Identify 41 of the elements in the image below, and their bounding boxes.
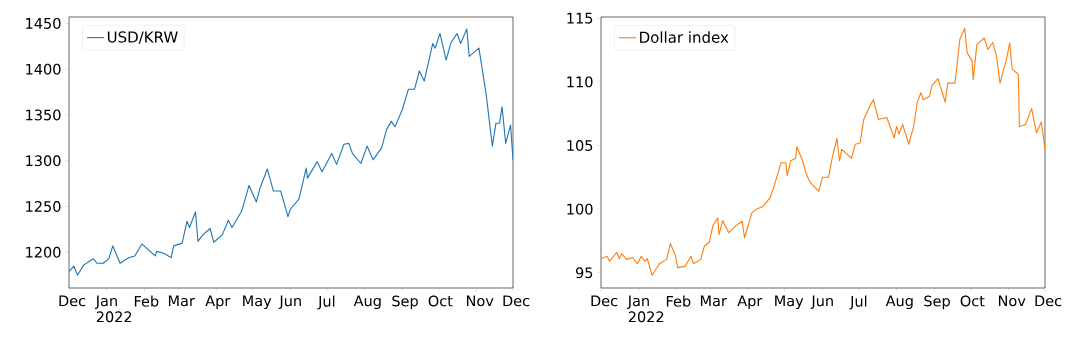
y-tick-label: 105 xyxy=(567,140,593,151)
y-tick-label: 115 xyxy=(567,12,593,24)
x-tick-label: May xyxy=(775,295,804,310)
x-tick-label: Dec xyxy=(1035,295,1062,307)
y-tick-label: 100 xyxy=(567,203,593,215)
line-series xyxy=(601,27,1046,276)
y-tick-label: 110 xyxy=(567,76,593,88)
x-tick-label: Mar xyxy=(168,295,195,307)
legend-label: USD/KRW xyxy=(107,31,178,44)
x-tick-label: Jul xyxy=(849,295,867,310)
y-tick-label: 1200 xyxy=(26,246,61,258)
x-tick-label: Oct xyxy=(428,295,453,307)
x-tick-label: Aug xyxy=(885,295,913,310)
x-tick-label: Nov xyxy=(998,295,1026,307)
x-tick-label: Oct xyxy=(960,295,985,307)
x-tick-label: Jul xyxy=(317,295,335,310)
x-tick-label: Feb xyxy=(666,295,691,307)
x-tick-label: Jun xyxy=(278,295,301,309)
y-tick-label: 1250 xyxy=(26,201,61,212)
x-tick-label: Dec xyxy=(59,295,86,307)
x-tick-label: Dec xyxy=(503,295,530,307)
y-tick-label: 1300 xyxy=(26,155,61,167)
x-tick-label: Sep xyxy=(924,295,950,310)
x-tick-label: Dec xyxy=(591,295,618,307)
x-tick-label: Jan 2022 xyxy=(95,295,132,323)
x-tick-label: Nov xyxy=(466,295,494,307)
y-tick-label: 1350 xyxy=(26,109,61,121)
x-tick-label: Feb xyxy=(134,295,159,307)
y-tick-label: 1400 xyxy=(26,63,61,75)
x-tick-label: Jun xyxy=(810,295,833,309)
y-tick-label: 1450 xyxy=(26,17,61,29)
legend-label: Dollar index xyxy=(640,31,729,43)
line-series xyxy=(69,28,513,276)
x-tick-label: Mar xyxy=(700,295,727,307)
x-tick-label: Apr xyxy=(737,295,763,310)
x-tick-label: Jan 2022 xyxy=(627,295,664,323)
x-tick-label: Aug xyxy=(353,295,381,310)
x-tick-label: May xyxy=(243,295,272,310)
x-tick-label: Sep xyxy=(392,295,418,310)
y-tick-label: 95 xyxy=(575,267,593,279)
x-tick-label: Apr xyxy=(205,295,231,310)
